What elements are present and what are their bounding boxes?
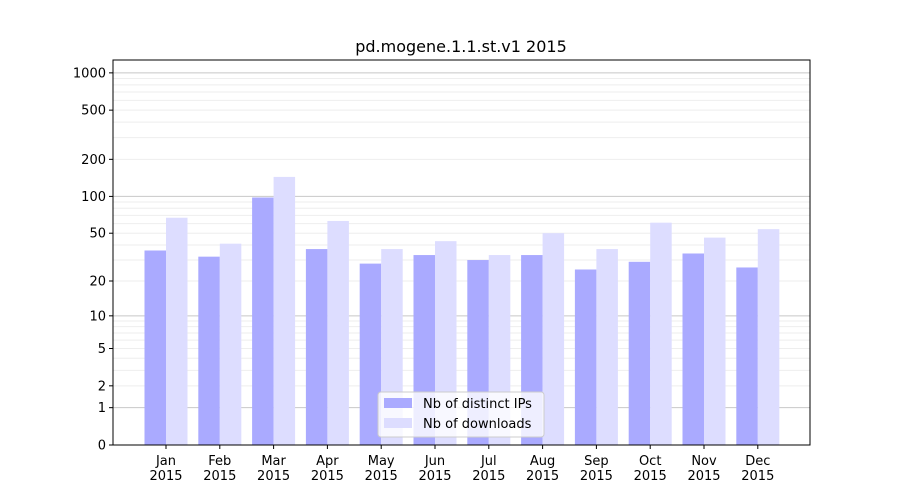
bar-distinct-ips	[736, 267, 758, 445]
bar-distinct-ips	[144, 250, 166, 445]
legend-label: Nb of downloads	[423, 417, 532, 432]
bar-distinct-ips	[252, 197, 274, 445]
x-tick-label: 2015	[472, 469, 505, 484]
bar-downloads	[650, 222, 672, 445]
legend-label: Nb of distinct IPs	[423, 397, 532, 412]
bar-distinct-ips	[198, 256, 220, 445]
x-tick-label: Jun	[424, 454, 445, 469]
x-tick-label: Feb	[208, 454, 231, 469]
bar-distinct-ips	[628, 261, 651, 445]
bar-downloads	[327, 220, 349, 445]
y-tick-label: 0	[98, 439, 106, 454]
y-tick-label: 100	[81, 190, 106, 205]
chart-title: pd.mogene.1.1.st.v1 2015	[355, 37, 567, 56]
bar-distinct-ips	[359, 263, 382, 445]
x-tick-label: May	[368, 454, 395, 469]
x-tick-label: 2015	[257, 469, 290, 484]
axes-frame	[112, 59, 811, 446]
legend-swatch	[384, 418, 412, 428]
y-tick-label: 5	[98, 342, 106, 357]
bar-downloads	[704, 237, 726, 445]
y-tick-label: 50	[89, 227, 106, 242]
bar-distinct-ips	[305, 249, 328, 445]
y-tick-label: 500	[81, 104, 106, 119]
x-tick-label: Oct	[639, 454, 661, 469]
x-tick-label: Nov	[691, 454, 717, 469]
bar-downloads	[166, 217, 188, 445]
y-tick-label: 10	[89, 309, 106, 324]
bar-distinct-ips	[682, 253, 704, 445]
y-tick-label: 20	[89, 275, 106, 290]
bar-downloads	[273, 176, 296, 445]
x-tick-label: 2015	[580, 469, 613, 484]
x-tick-label: 2015	[687, 469, 720, 484]
legend-swatch	[384, 398, 412, 408]
y-tick-label: 2	[98, 379, 106, 394]
x-tick-label: Dec	[745, 454, 770, 469]
x-tick-label: 2015	[741, 469, 774, 484]
x-tick-label: 2015	[365, 469, 398, 484]
bar-downloads	[596, 249, 618, 445]
y-tick-label: 200	[81, 153, 106, 168]
bar-distinct-ips	[574, 269, 597, 445]
legend: Nb of distinct IPs Nb of downloads	[377, 391, 545, 438]
x-tick-label: 2015	[418, 469, 451, 484]
x-tick-label: Aug	[530, 454, 555, 469]
x-tick-label: 2015	[149, 469, 182, 484]
bar-downloads	[219, 243, 242, 445]
x-tick-label: 2015	[634, 469, 667, 484]
bar-downloads	[757, 229, 780, 445]
x-tick-label: 2015	[311, 469, 344, 484]
x-axis: Jan2015Feb2015Mar2015Apr2015May2015Jun20…	[149, 445, 774, 484]
legend-box	[377, 391, 545, 438]
bars	[144, 176, 780, 445]
x-tick-label: Apr	[316, 454, 339, 469]
x-tick-label: Jan	[155, 454, 176, 469]
y-tick-label: 1000	[73, 66, 106, 81]
x-tick-label: Mar	[261, 454, 286, 469]
bar-downloads	[542, 233, 565, 445]
x-tick-label: 2015	[526, 469, 559, 484]
y-tick-label: 1	[98, 401, 106, 416]
x-tick-label: 2015	[203, 469, 236, 484]
x-tick-label: Jul	[480, 454, 497, 469]
y-axis: 0 1 2 5 10 20 50 100 200 500 1000	[73, 66, 113, 454]
x-tick-label: Sep	[584, 454, 609, 469]
